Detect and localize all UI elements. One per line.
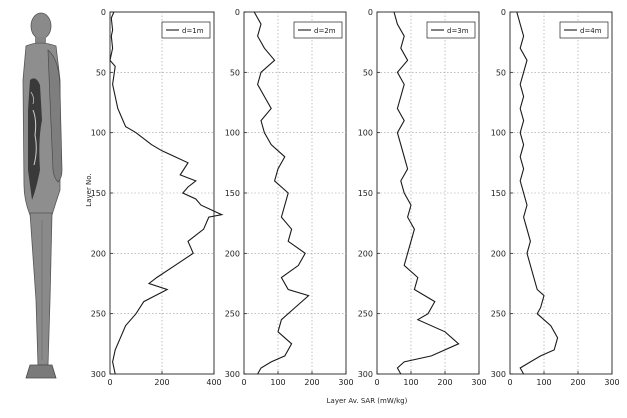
x-tick-label: 300 bbox=[604, 378, 619, 387]
y-tick-label: 50 bbox=[496, 68, 506, 77]
series-line bbox=[109, 11, 224, 375]
y-tick-label: 250 bbox=[491, 310, 506, 319]
legend-box bbox=[426, 21, 476, 39]
x-tick-label: 300 bbox=[338, 378, 353, 387]
x-tick-label: 0 bbox=[241, 378, 246, 387]
y-tick-label: 0 bbox=[101, 8, 106, 17]
y-tick-label: 0 bbox=[368, 8, 373, 17]
legend-box bbox=[161, 21, 211, 39]
y-tick-label: 100 bbox=[91, 129, 106, 138]
legend-box bbox=[293, 21, 343, 39]
x-tick-label: 200 bbox=[570, 378, 585, 387]
y-tick-label: 50 bbox=[96, 68, 106, 77]
y-tick-label: 250 bbox=[358, 310, 373, 319]
y-tick-label: 300 bbox=[491, 370, 506, 379]
y-tick-label: 250 bbox=[225, 310, 240, 319]
y-tick-label: 250 bbox=[91, 310, 106, 319]
human-phantom-image bbox=[22, 12, 63, 379]
x-tick-label: 0 bbox=[107, 378, 112, 387]
x-tick-label: 300 bbox=[471, 378, 486, 387]
y-tick-label: 200 bbox=[225, 249, 240, 258]
y-tick-label: 0 bbox=[501, 8, 506, 17]
y-tick-label: 50 bbox=[363, 68, 373, 77]
y-tick-label: 300 bbox=[225, 370, 240, 379]
series-line bbox=[516, 11, 559, 375]
series-line bbox=[393, 11, 460, 375]
y-tick-label: 300 bbox=[91, 370, 106, 379]
y-tick-label: 100 bbox=[225, 129, 240, 138]
legend-label: d=3m bbox=[447, 27, 469, 35]
legend-label: d=4m bbox=[580, 27, 602, 35]
legend-label: d=1m bbox=[182, 27, 204, 35]
x-tick-label: 400 bbox=[206, 378, 221, 387]
y-tick-label: 200 bbox=[91, 249, 106, 258]
x-tick-label: 200 bbox=[304, 378, 319, 387]
x-tick-label: 200 bbox=[437, 378, 452, 387]
y-tick-label: 0 bbox=[235, 8, 240, 17]
y-tick-label: 150 bbox=[225, 189, 240, 198]
y-tick-label: 100 bbox=[358, 129, 373, 138]
x-axis-title: Layer Av. SAR (mW/kg) bbox=[327, 397, 408, 405]
x-tick-label: 0 bbox=[507, 378, 512, 387]
x-tick-label: 200 bbox=[154, 378, 169, 387]
x-tick-label: 100 bbox=[536, 378, 551, 387]
x-tick-label: 0 bbox=[374, 378, 379, 387]
y-tick-label: 200 bbox=[358, 249, 373, 258]
y-tick-label: 300 bbox=[358, 370, 373, 379]
y-tick-label: 200 bbox=[491, 249, 506, 258]
y-axis-title: Layer No. bbox=[85, 173, 93, 206]
legend-label: d=2m bbox=[314, 27, 336, 35]
y-tick-label: 150 bbox=[358, 189, 373, 198]
x-tick-label: 100 bbox=[270, 378, 285, 387]
y-tick-label: 50 bbox=[230, 68, 240, 77]
series-line bbox=[253, 11, 310, 375]
x-tick-label: 100 bbox=[403, 378, 418, 387]
y-tick-label: 150 bbox=[91, 189, 106, 198]
y-tick-label: 100 bbox=[491, 129, 506, 138]
y-tick-label: 150 bbox=[491, 189, 506, 198]
legend-box bbox=[559, 21, 609, 39]
